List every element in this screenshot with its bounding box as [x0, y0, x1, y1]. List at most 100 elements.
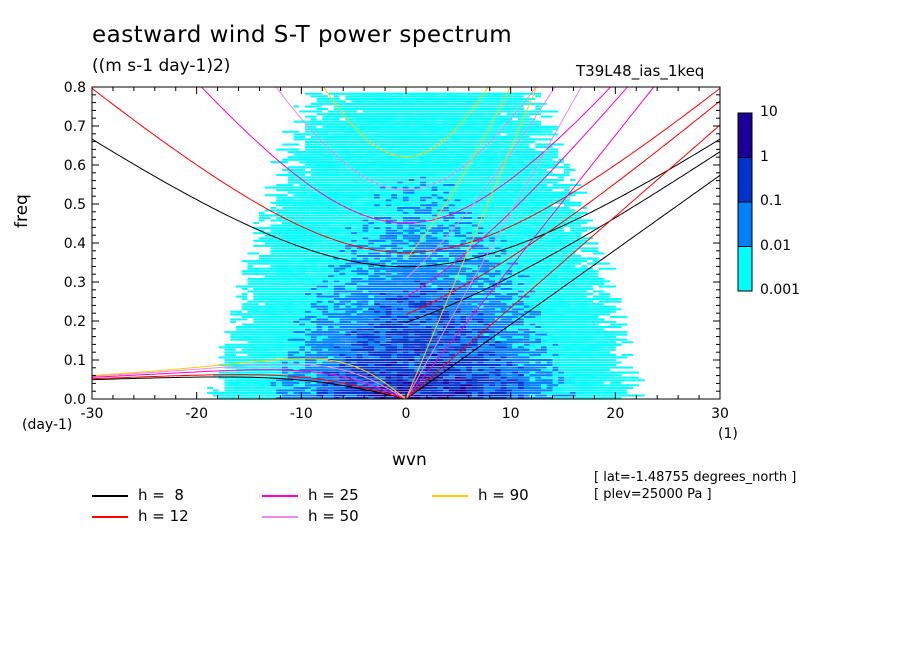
power-cell: [328, 244, 340, 247]
power-cell: [489, 379, 501, 382]
power-cell: [454, 255, 461, 257]
power-cell: [454, 247, 461, 250]
power-cell: [305, 201, 317, 204]
power-cell: [512, 328, 524, 331]
power-cell: [264, 318, 271, 321]
power-cell: [351, 298, 357, 301]
power-cell: [575, 303, 582, 306]
power-cell: [374, 275, 380, 278]
power-cell: [431, 318, 444, 321]
power-cell: [368, 189, 375, 192]
power-cell: [598, 384, 605, 387]
power-cell: [316, 313, 323, 316]
power-cell: [253, 222, 259, 225]
power-cell: [541, 250, 547, 252]
power-cell: [328, 196, 340, 199]
power-cell: [581, 229, 588, 232]
power-cell: [224, 381, 236, 384]
power-cell: [569, 313, 576, 316]
power-cell: [408, 318, 415, 321]
power-cell: [368, 217, 380, 219]
power-cell: [258, 397, 271, 399]
power-cell: [385, 379, 392, 382]
power-cell: [339, 295, 346, 298]
power-cell: [270, 310, 277, 313]
power-cell: [287, 270, 294, 273]
power-cell: [437, 326, 449, 328]
power-cell: [454, 328, 461, 331]
power-cell: [541, 260, 553, 263]
power-cell: [299, 285, 305, 288]
power-cell: [345, 371, 352, 374]
power-cell: [425, 267, 432, 270]
power-cell: [235, 285, 242, 288]
power-cell: [425, 227, 432, 230]
power-cell: [374, 331, 380, 334]
power-cell: [581, 222, 588, 225]
power-cell: [397, 384, 409, 387]
power-cell: [529, 351, 536, 354]
power-cell: [495, 351, 501, 354]
power-cell: [368, 199, 375, 202]
power-cell: [500, 359, 507, 361]
power-cell: [299, 293, 305, 296]
power-cell: [500, 318, 513, 321]
power-cell: [287, 394, 300, 397]
power-cell: [471, 333, 484, 336]
power-cell: [305, 397, 311, 399]
power-cell: [310, 191, 317, 194]
power-cell: [489, 247, 501, 250]
power-cell: [546, 214, 553, 217]
power-cell: [287, 295, 300, 298]
power-cell: [299, 272, 305, 275]
power-cell: [598, 346, 616, 349]
power-cell: [564, 239, 570, 242]
power-cell: [241, 303, 254, 306]
power-cell: [402, 201, 409, 204]
power-cell: [518, 326, 524, 328]
power-cell: [264, 214, 271, 217]
power-cell: [460, 366, 467, 369]
power-cell: [276, 386, 282, 389]
power-cell: [345, 285, 357, 288]
power-cell: [299, 194, 305, 197]
power-cell: [397, 371, 409, 374]
power-cell: [598, 389, 616, 392]
power-cell: [489, 209, 495, 212]
power-cell: [224, 353, 231, 356]
power-cell: [431, 196, 444, 199]
power-cell: [299, 338, 305, 341]
power-cell: [368, 295, 375, 298]
power-cell: [408, 242, 421, 245]
power-cell: [535, 222, 542, 225]
power-cell: [558, 300, 565, 303]
power-cell: [448, 288, 461, 290]
power-cell: [305, 381, 311, 384]
power-cell: [316, 242, 323, 245]
power-cell: [339, 359, 346, 361]
power-cell: [483, 379, 490, 382]
power-cell: [564, 237, 576, 240]
power-cell: [316, 280, 328, 283]
power-cell: [448, 217, 461, 219]
power-cell: [282, 308, 288, 311]
power-cell: [431, 376, 438, 379]
power-cell: [270, 252, 282, 255]
power-cell: [425, 262, 432, 265]
power-cell: [454, 364, 461, 366]
power-cell: [529, 217, 541, 219]
power-cell: [379, 194, 392, 197]
power-cell: [448, 346, 461, 349]
power-cell: [500, 303, 507, 306]
power-cell: [305, 303, 317, 306]
power-cell: [333, 229, 340, 232]
power-cell: [552, 369, 559, 372]
power-cell: [351, 351, 357, 354]
power-cell: [420, 196, 426, 199]
power-cell: [310, 394, 317, 397]
power-cell: [587, 270, 599, 273]
power-cell: [523, 328, 530, 331]
power-cell: [598, 267, 616, 270]
power-cell: [610, 315, 628, 318]
power-cell: [282, 331, 288, 334]
